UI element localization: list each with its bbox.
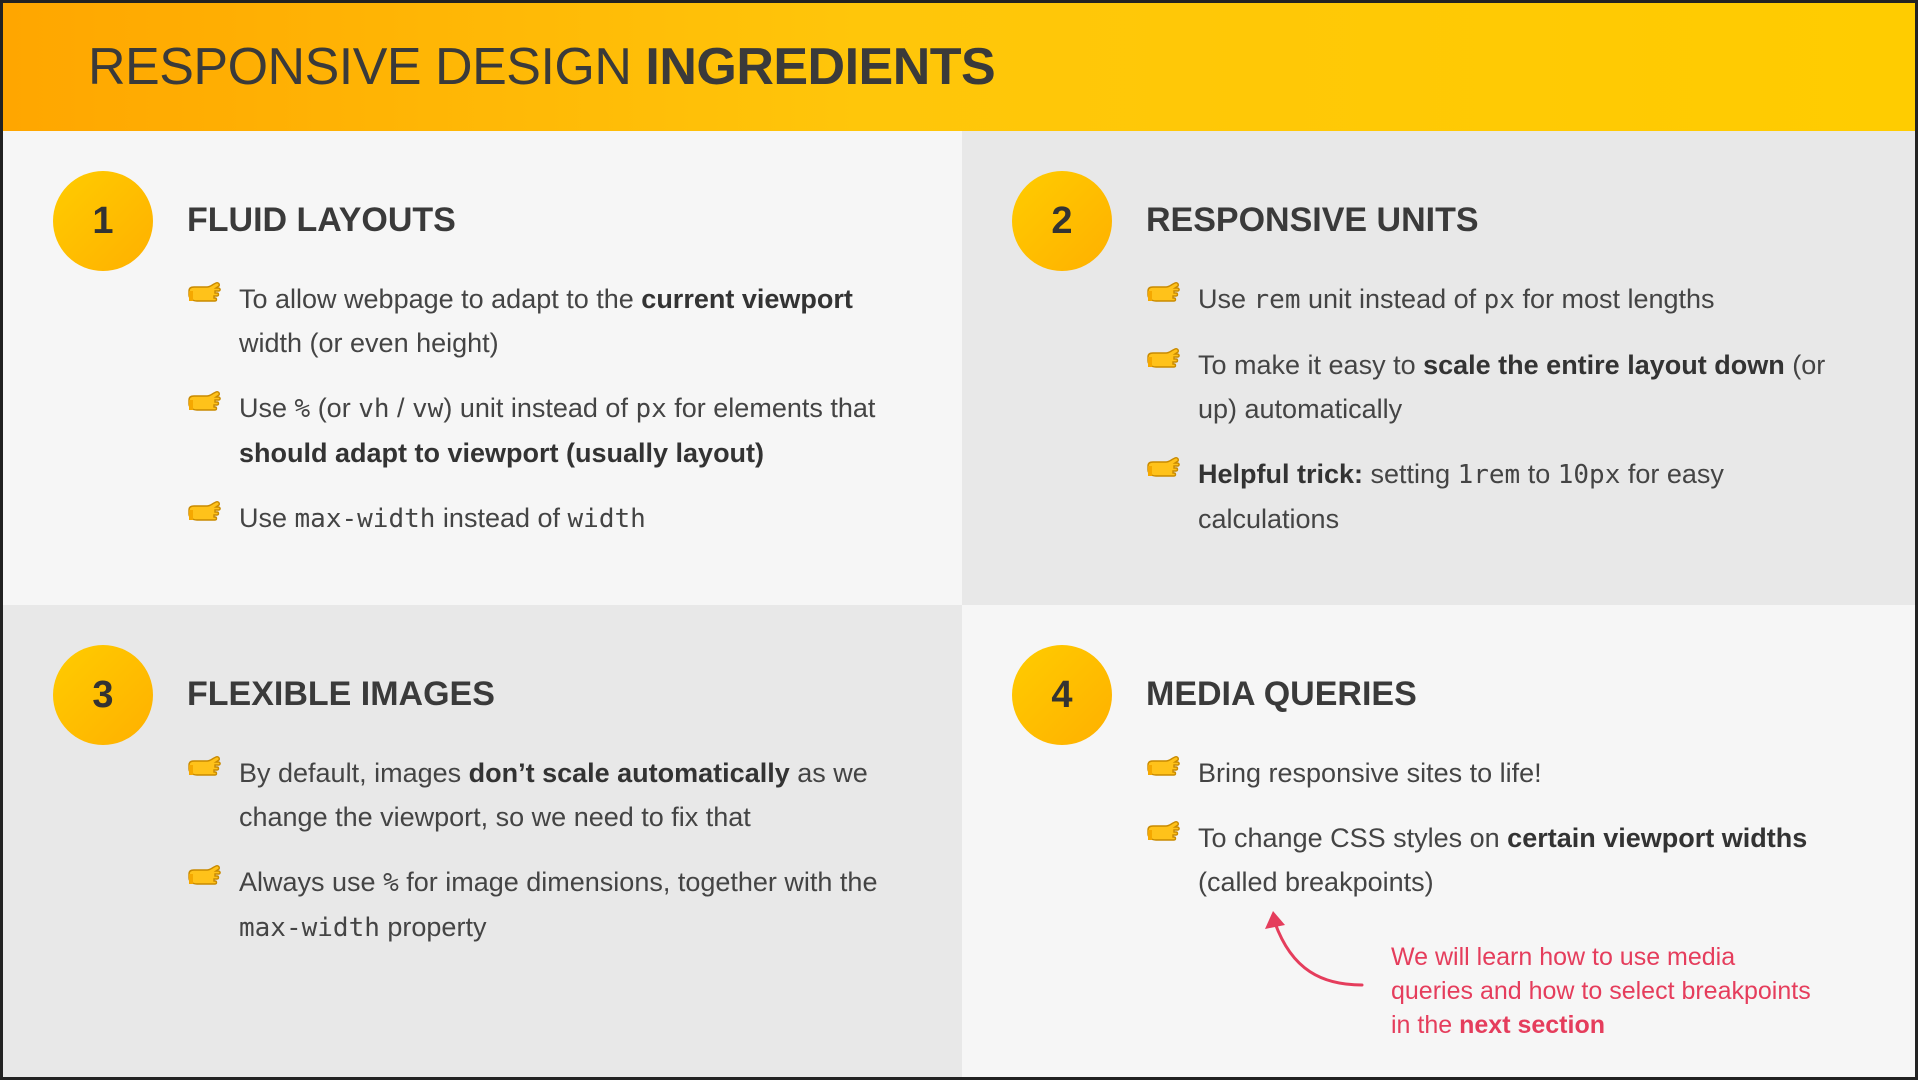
code-token: px [635, 394, 667, 424]
section-flexible-images: 3 FLEXIBLE IMAGES By default, images don… [3, 605, 962, 1077]
section-number-badge: 1 [53, 171, 153, 271]
bullet-list: To allow webpage to adapt to the current… [187, 277, 907, 562]
code-token: % [294, 394, 311, 424]
code-token: 1rem [1457, 460, 1521, 490]
section-title: FLEXIBLE IMAGES [187, 675, 495, 713]
bullet-text: Bring responsive sites to life! [1198, 758, 1542, 788]
bullet-item: Use % (or vh / vw) unit instead of px fo… [187, 386, 907, 475]
pointing-hand-icon [1146, 345, 1180, 375]
bullet-text: Use [239, 393, 295, 423]
annotation-emphasis: next section [1459, 1011, 1605, 1039]
bullet-emphasis: current viewport [641, 284, 853, 314]
bullet-text: ) unit instead of [443, 393, 636, 423]
code-token: vw [412, 394, 444, 424]
bullet-text: (or up) automatically [1198, 350, 1826, 424]
bullet-text: To make it easy to [1198, 350, 1424, 380]
bullet-text: (or [310, 393, 359, 423]
annotation-note: We will learn how to use media queries a… [1391, 940, 1811, 1042]
curved-arrow-icon [1265, 911, 1364, 987]
bullet-text: to [1520, 459, 1558, 489]
pointing-hand-icon [187, 498, 221, 528]
section-fluid-layouts: 1 FLUID LAYOUTS To allow webpage to adap… [3, 131, 962, 605]
code-token: max-width [239, 913, 380, 943]
header-bar: RESPONSIVE DESIGN INGREDIENTS [3, 0, 1915, 131]
bullet-item: Use max-width instead of width [187, 496, 907, 541]
section-number-badge: 3 [53, 645, 153, 745]
bullet-list: By default, images don’t scale automatic… [187, 751, 907, 971]
section-title: MEDIA QUERIES [1146, 675, 1417, 713]
bullet-text: Always use [239, 867, 384, 897]
bullet-text: (called breakpoints) [1198, 867, 1434, 897]
section-media-queries: 4 MEDIA QUERIES Bring responsive sites t… [962, 605, 1915, 1077]
pointing-hand-icon [1146, 753, 1180, 783]
bullet-emphasis: scale the entire layout down [1423, 350, 1785, 380]
bullet-item: To change CSS styles on certain viewport… [1146, 816, 1866, 904]
bullet-text: for most lengths [1514, 284, 1715, 314]
bullet-item: Helpful trick: setting 1rem to 10px for … [1146, 452, 1866, 541]
bullet-text: Use [239, 503, 295, 533]
annotation-text: We will learn how to use media queries a… [1391, 943, 1811, 1039]
bullet-emphasis: should adapt to viewport (usually layout… [239, 438, 765, 468]
pointing-hand-icon [1146, 818, 1180, 848]
bullet-item: To make it easy to scale the entire layo… [1146, 343, 1866, 431]
bullet-text: unit instead of [1300, 284, 1484, 314]
bullet-item: Use rem unit instead of px for most leng… [1146, 277, 1866, 322]
code-token: px [1483, 285, 1515, 315]
bullet-text: for elements that [666, 393, 876, 423]
section-title: RESPONSIVE UNITS [1146, 201, 1479, 239]
bullet-text: property [379, 912, 487, 942]
bullet-text: as we change the viewport, so we need to… [239, 758, 868, 832]
code-token: 10px [1557, 460, 1621, 490]
page-title-bold: INGREDIENTS [645, 38, 996, 96]
bullet-list: Bring responsive sites to life! To chang… [1146, 751, 1866, 925]
code-token: vh [358, 394, 390, 424]
bullet-text: Use [1198, 284, 1254, 314]
section-responsive-units: 2 RESPONSIVE UNITS Use rem unit instead … [962, 131, 1915, 605]
bullet-text: instead of [435, 503, 568, 533]
pointing-hand-icon [187, 279, 221, 309]
bullet-emphasis: Helpful trick: [1198, 459, 1364, 489]
page-title-light: RESPONSIVE DESIGN [88, 38, 632, 96]
pointing-hand-icon [187, 388, 221, 418]
bullet-emphasis: don’t scale automatically [468, 758, 790, 788]
bullet-text: To allow webpage to adapt to the [239, 284, 642, 314]
bullet-item: Bring responsive sites to life! [1146, 751, 1866, 795]
section-title: FLUID LAYOUTS [187, 201, 456, 239]
bullet-item: Always use % for image dimensions, toget… [187, 860, 907, 950]
pointing-hand-icon [1146, 454, 1180, 484]
bullet-text: for easy calculations [1198, 459, 1724, 534]
bullet-item: To allow webpage to adapt to the current… [187, 277, 907, 365]
bullet-emphasis: certain viewport widths [1507, 823, 1808, 853]
bullet-text: To change CSS styles on [1198, 823, 1508, 853]
bullet-text: setting [1363, 459, 1458, 489]
code-token: width [567, 504, 646, 534]
code-token: rem [1253, 285, 1301, 315]
code-token: % [383, 868, 399, 898]
bullet-text: for image dimensions, together with the [398, 867, 878, 897]
section-number-badge: 4 [1012, 645, 1112, 745]
page-title: RESPONSIVE DESIGN INGREDIENTS [88, 37, 996, 97]
pointing-hand-icon [1146, 279, 1180, 309]
bullet-text: / [389, 393, 413, 423]
pointing-hand-icon [187, 862, 221, 892]
bullet-item: By default, images don’t scale automatic… [187, 751, 907, 839]
bullet-text: width (or even height) [239, 328, 499, 358]
pointing-hand-icon [187, 753, 221, 783]
bullet-list: Use rem unit instead of px for most leng… [1146, 277, 1866, 562]
section-number-badge: 2 [1012, 171, 1112, 271]
bullet-text: By default, images [239, 758, 469, 788]
code-token: max-width [294, 504, 436, 534]
